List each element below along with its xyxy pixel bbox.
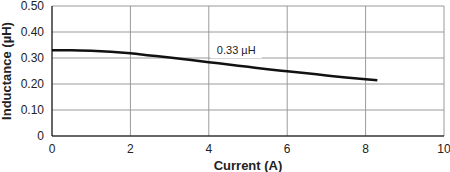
svg-text:0.40: 0.40: [21, 25, 45, 39]
svg-text:0: 0: [37, 129, 44, 143]
svg-text:10: 10: [437, 142, 442, 156]
svg-text:4: 4: [205, 142, 212, 156]
svg-text:0.10: 0.10: [21, 103, 45, 117]
svg-text:0.50: 0.50: [21, 0, 45, 13]
svg-text:Inductance (µH): Inductance (µH): [8, 22, 14, 120]
svg-text:0.30: 0.30: [21, 51, 45, 65]
svg-text:2: 2: [127, 142, 134, 156]
svg-text:6: 6: [284, 142, 291, 156]
svg-text:0.33 µH: 0.33 µH: [217, 44, 256, 56]
svg-text:8: 8: [362, 142, 369, 156]
svg-text:0.20: 0.20: [21, 77, 45, 91]
svg-text:0: 0: [49, 142, 56, 156]
svg-text:Current (A): Current (A): [214, 158, 283, 172]
